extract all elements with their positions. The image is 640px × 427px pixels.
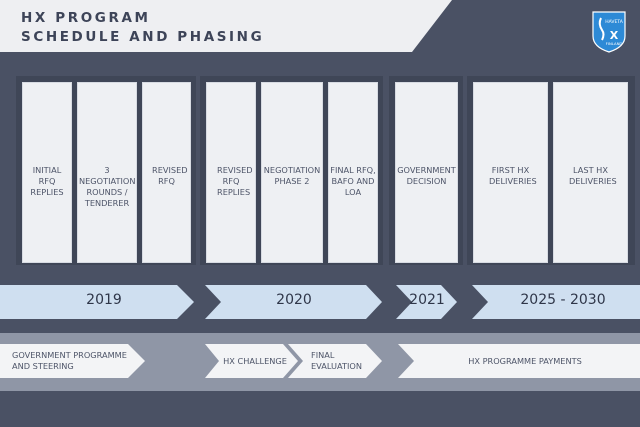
milestone-card: FIRST HX DELIVERIES [473,82,548,263]
milestone-label: NEGOTIATION PHASE 2 [263,165,321,186]
milestone-card: REVISED RFQ REPLIES [206,82,256,263]
phase-arrow-payments [398,344,640,378]
title-line-2: SCHEDULE AND PHASING [21,29,265,45]
logo-top-text: HAVETA [605,19,623,25]
milestone-card: GOVERNMENT DECISION [395,82,458,263]
milestone-card: 3 NEGOTIATION ROUNDS / TENDERER [77,82,137,263]
phase-label-government: GOVERNMENT PROGRAMME AND STEERING [12,350,127,371]
year-label-2021: 2021 [409,292,445,308]
title-band [0,0,452,52]
year-label-2025-2030: 2025 - 2030 [520,292,606,308]
year-arrow-2021 [396,285,457,319]
phase-arrow-government [0,344,145,378]
milestone-label: INITIAL RFQ REPLIES [30,165,64,197]
year-label-2020: 2020 [276,292,312,308]
hx-shield-logo-icon: HAVETA X FINLAND [592,10,626,53]
milestone-label: 3 NEGOTIATION ROUNDS / TENDERER [79,165,136,208]
milestone-label: LAST HX DELIVERIES [569,165,617,186]
svg-text:X: X [610,29,619,42]
phase-label-payments: HX PROGRAMME PAYMENTS [468,356,582,366]
phase-arrow-final-evaluation [288,344,382,378]
year-arrow-2025-2030 [472,285,640,319]
phase-arrow-hx-challenge [205,344,298,378]
milestone-card: REVISED RFQ [142,82,191,263]
phase-label-hx-challenge: HX CHALLENGE [223,356,287,366]
year-arrow-2020 [205,285,382,319]
year-arrow-2019 [0,285,194,319]
milestone-label: REVISED RFQ REPLIES [217,165,253,197]
milestone-label: FIRST HX DELIVERIES [489,165,537,186]
milestone-card: INITIAL RFQ REPLIES [22,82,72,263]
year-label-2019: 2019 [86,292,122,308]
title-line-1: HX PROGRAM [21,10,151,26]
milestone-label: FINAL RFQ, BAFO AND LOA [330,165,376,197]
logo-bottom-text: FINLAND [606,41,623,46]
milestone-card: FINAL RFQ, BAFO AND LOA [328,82,378,263]
phase-label-final-evaluation: FINAL EVALUATION [311,350,362,371]
milestone-card: NEGOTIATION PHASE 2 [261,82,323,263]
milestone-label: REVISED RFQ [152,165,188,186]
milestone-card: LAST HX DELIVERIES [553,82,628,263]
milestone-label: GOVERNMENT DECISION [397,165,456,186]
